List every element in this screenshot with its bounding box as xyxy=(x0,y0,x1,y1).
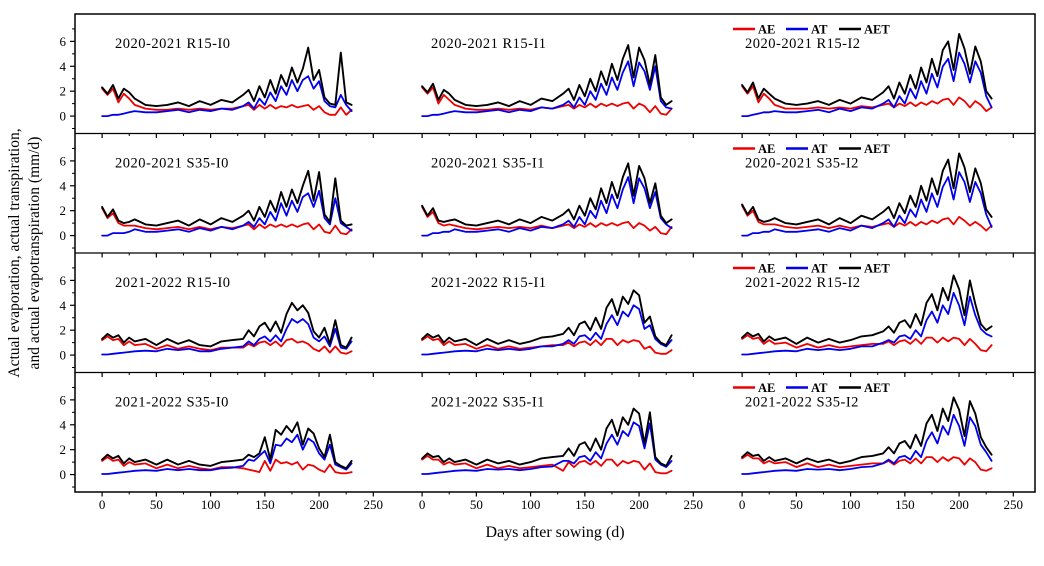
subplot-title: 2021-2022 S35-I2 xyxy=(745,395,859,411)
y-tick-label: 6 xyxy=(60,153,67,168)
y-tick-label: 4 xyxy=(60,178,67,193)
series-line-at xyxy=(421,304,673,356)
x-tick-label: 150 xyxy=(895,497,915,512)
series-line-ae xyxy=(421,454,673,475)
legend-label-aet: AET xyxy=(864,142,890,156)
y-axis-title: Actual evaporation, actual transpiration… xyxy=(5,14,49,492)
series-line-ae xyxy=(101,456,353,475)
subplot-title: 2020-2021 S35-I1 xyxy=(431,156,545,172)
y-tick-label: 0 xyxy=(60,109,67,124)
subplot-title: 2021-2022 S35-I0 xyxy=(115,395,229,411)
series-line-aet xyxy=(101,301,353,349)
y-tick-label: 2 xyxy=(60,323,67,338)
series-line-aet xyxy=(741,274,993,345)
legend-label-ae: AE xyxy=(758,381,775,395)
x-axis-title: Days after sowing (d) xyxy=(485,524,625,541)
subplot-title: 2020-2021 R15-I0 xyxy=(115,36,231,52)
subplot-title: 2021-2022 R15-I1 xyxy=(431,275,547,291)
series-line-at xyxy=(741,413,993,475)
subplot-title: 2020-2021 S35-I0 xyxy=(115,156,229,172)
x-tick-label: 0 xyxy=(419,497,426,512)
y-tick-label: 4 xyxy=(60,417,67,432)
y-tick-label: 0 xyxy=(60,348,67,363)
series-line-at xyxy=(101,318,353,356)
x-tick-label: 100 xyxy=(201,497,221,512)
y-tick-label: 0 xyxy=(60,228,67,243)
x-tick-label: 150 xyxy=(255,497,275,512)
series-line-aet xyxy=(101,421,353,470)
y-tick-label: 2 xyxy=(60,203,67,218)
series-line-ae xyxy=(101,335,353,355)
series-line-aet xyxy=(421,407,673,467)
legend-label-ae: AE xyxy=(758,262,775,276)
series-line-aet xyxy=(741,32,993,106)
x-tick-label: 200 xyxy=(629,497,649,512)
x-tick-label: 50 xyxy=(470,497,483,512)
series-line-aet xyxy=(741,396,993,465)
x-tick-label: 200 xyxy=(949,497,969,512)
series-line-ae xyxy=(421,335,673,355)
series-line-aet xyxy=(101,46,353,108)
series-line-aet xyxy=(421,162,673,227)
y-tick-label: 4 xyxy=(60,59,67,74)
y-tick-label: 0 xyxy=(60,467,67,482)
x-tick-label: 200 xyxy=(309,497,329,512)
x-tick-label: 100 xyxy=(521,497,541,512)
legend-label-at: AT xyxy=(811,23,828,37)
subplot-title: 2021-2022 R15-I2 xyxy=(745,275,861,291)
series-line-at xyxy=(741,171,993,237)
series-line-ae xyxy=(421,205,673,236)
legend-label-aet: AET xyxy=(864,23,890,37)
series-line-at xyxy=(741,51,993,117)
x-tick-label: 250 xyxy=(684,497,704,512)
legend-label-at: AT xyxy=(811,262,828,276)
subplot-title: 2020-2021 R15-I2 xyxy=(745,36,861,52)
legend-label-aet: AET xyxy=(864,262,890,276)
y-tick-label: 2 xyxy=(60,84,67,99)
x-tick-label: 250 xyxy=(1004,497,1024,512)
legend-label-at: AT xyxy=(811,381,828,395)
series-line-ae xyxy=(101,207,353,236)
series-line-at xyxy=(101,189,353,237)
y-tick-label: 2 xyxy=(60,442,67,457)
y-axis-title-line1: Actual evaporation, actual transpiration… xyxy=(6,128,23,378)
x-tick-label: 250 xyxy=(364,497,384,512)
x-tick-label: 0 xyxy=(739,497,746,512)
series-line-aet xyxy=(101,169,353,227)
series-line-ae xyxy=(741,334,993,353)
y-tick-label: 6 xyxy=(60,34,67,49)
series-line-at xyxy=(421,60,673,117)
y-tick-label: 4 xyxy=(60,298,67,313)
y-tick-label: 6 xyxy=(60,392,67,407)
legend-label-ae: AE xyxy=(758,23,775,37)
series-line-ae xyxy=(101,87,353,116)
series-line-ae xyxy=(741,453,993,472)
y-axis-title-line2: and actual evapotranspiration (mm/d) xyxy=(26,136,43,370)
subplot-title: 2021-2022 S35-I1 xyxy=(431,395,545,411)
x-tick-label: 150 xyxy=(575,497,595,512)
series-line-at xyxy=(101,75,353,117)
x-tick-label: 100 xyxy=(841,497,861,512)
subplot-title: 2020-2021 S35-I2 xyxy=(745,156,859,172)
series-line-aet xyxy=(741,152,993,226)
legend-label-at: AT xyxy=(811,142,828,156)
series-line-aet xyxy=(421,289,673,347)
subplot-title: 2021-2022 R15-I0 xyxy=(115,275,231,291)
series-line-at xyxy=(421,421,673,475)
legend-label-ae: AE xyxy=(758,142,775,156)
subplot-title: 2020-2021 R15-I1 xyxy=(431,36,547,52)
y-tick-label: 6 xyxy=(60,273,67,288)
x-tick-label: 50 xyxy=(790,497,803,512)
x-tick-label: 50 xyxy=(150,497,163,512)
series-line-aet xyxy=(421,44,673,108)
series-line-at xyxy=(421,176,673,237)
series-line-at xyxy=(101,433,353,475)
series-line-ae xyxy=(421,86,673,116)
x-tick-label: 0 xyxy=(99,497,106,512)
series-line-at xyxy=(741,291,993,356)
legend-label-aet: AET xyxy=(864,381,890,395)
